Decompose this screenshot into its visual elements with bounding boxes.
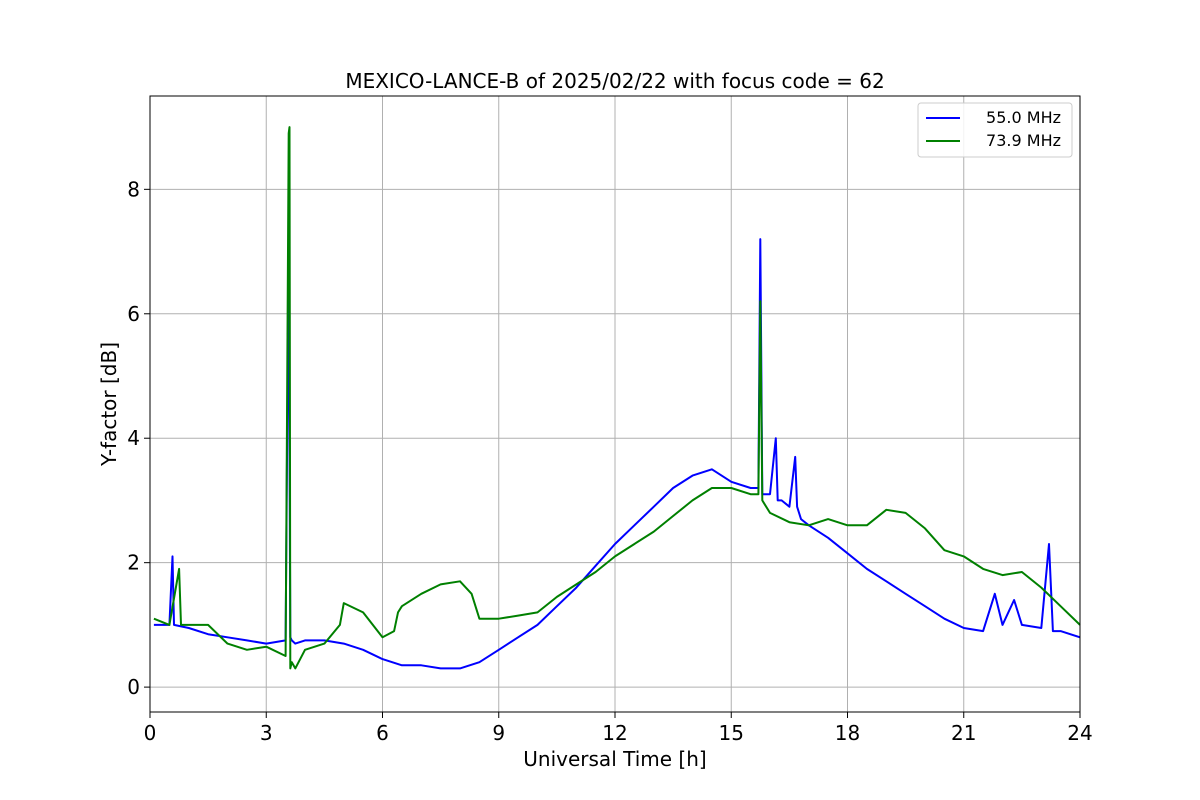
x-axis-label: Universal Time [h] [523, 747, 706, 771]
series-line-73-9mhz [153, 126, 1081, 670]
series-layer [153, 126, 1081, 670]
y-tick-label: 8 [127, 177, 140, 201]
legend-label: 55.0 MHz [986, 108, 1061, 127]
y-ticks: 0 2 4 6 8 [127, 177, 150, 699]
y-tick-label: 4 [127, 426, 140, 450]
chart-title: MEXICO-LANCE-B of 2025/02/22 with focus … [345, 69, 884, 93]
legend: 55.0 MHz 73.9 MHz [917, 102, 1073, 158]
x-tick-label: 6 [376, 721, 389, 745]
x-ticks: 0 3 6 9 12 15 18 21 24 [144, 712, 1093, 745]
x-tick-label: 3 [260, 721, 273, 745]
y-tick-label: 0 [127, 675, 140, 699]
y-tick-label: 6 [127, 302, 140, 326]
y-axis-label: Y-factor [dB] [97, 342, 121, 467]
legend-label: 73.9 MHz [986, 131, 1061, 150]
x-tick-label: 0 [144, 721, 157, 745]
x-tick-label: 15 [719, 721, 744, 745]
y-tick-label: 2 [127, 551, 140, 575]
x-tick-label: 24 [1067, 721, 1092, 745]
plot-area [149, 95, 1081, 713]
x-tick-label: 21 [951, 721, 976, 745]
legend-box [917, 102, 1073, 158]
x-tick-label: 9 [492, 721, 505, 745]
x-tick-label: 12 [602, 721, 627, 745]
x-tick-label: 18 [835, 721, 860, 745]
